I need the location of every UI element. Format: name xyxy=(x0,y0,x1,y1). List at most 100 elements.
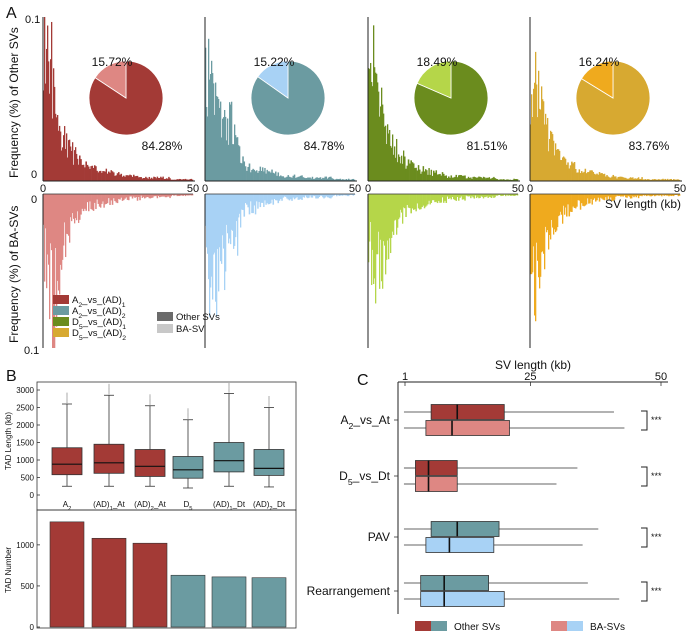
text-part: 2 xyxy=(349,421,354,431)
other-sv-bar xyxy=(315,177,317,181)
ba-sv-bar xyxy=(58,194,60,291)
other-sv-bar xyxy=(674,179,676,181)
ba-sv-bar xyxy=(670,194,673,197)
legend-label-4: D5_vs_(AD)2 xyxy=(72,328,126,342)
pie-label-ba: 15.22% xyxy=(254,55,295,69)
other-sv-bar xyxy=(652,179,655,181)
ba-sv-bar xyxy=(530,194,532,275)
ba-sv-bar xyxy=(607,194,610,197)
other-sv-bar xyxy=(398,154,400,181)
ba-sv-bar xyxy=(187,194,189,196)
ba-sv-bar xyxy=(342,194,344,196)
ba-sv-bar xyxy=(611,194,613,201)
ba-sv-bar xyxy=(610,194,612,198)
ba-sv-bar xyxy=(52,194,54,348)
other-sv-bar xyxy=(62,147,64,181)
legend-swatch xyxy=(415,621,431,631)
other-sv-bar xyxy=(603,173,606,181)
other-sv-bar xyxy=(281,176,283,181)
ba-sv-bar xyxy=(435,194,438,202)
ba-sv-bar xyxy=(71,194,73,222)
other-sv-bar xyxy=(270,172,272,181)
ba-sv-bar xyxy=(102,194,104,202)
outlier-point xyxy=(149,399,151,401)
ba-sv-bar xyxy=(370,194,372,223)
ba-sv-bar xyxy=(326,194,329,198)
other-sv-bar xyxy=(507,179,509,181)
ba-sv-bar xyxy=(650,194,653,197)
other-sv-bar xyxy=(383,113,385,181)
other-sv-bar xyxy=(79,155,81,181)
ba-sv-bar xyxy=(57,194,59,281)
other-sv-bar xyxy=(114,175,116,181)
other-sv-bar xyxy=(350,179,352,181)
ba-sv-bar xyxy=(468,194,471,197)
text-part: _vs_(AD) xyxy=(82,328,123,339)
other-sv-bar xyxy=(453,177,455,181)
ba-sv-bar xyxy=(645,194,648,197)
other-sv-bar xyxy=(271,169,273,181)
ba-sv-bar xyxy=(623,194,626,196)
ba-sv-bar xyxy=(185,194,188,196)
ba-sv-bar xyxy=(538,194,540,278)
ba-sv-bar xyxy=(616,194,618,196)
other-sv-bar xyxy=(48,61,50,181)
iqr-box xyxy=(134,449,166,477)
other-sv-bar xyxy=(500,179,502,181)
other-sv-bar xyxy=(131,176,134,181)
ba-sv-bar xyxy=(399,194,401,218)
ba-sv-bar xyxy=(307,194,309,199)
ba-sv-bar xyxy=(68,194,70,236)
ba-sv-bar xyxy=(566,194,568,217)
other-sv-bar xyxy=(623,177,626,181)
ba-sv-bar xyxy=(60,194,62,265)
other-sv-bar xyxy=(316,177,318,181)
other-sv-bar xyxy=(81,164,84,181)
other-sv-bar xyxy=(643,179,646,181)
ba-sv-bar xyxy=(372,194,374,250)
other-sv-bar xyxy=(190,178,193,181)
ba-sv-bar xyxy=(162,194,164,197)
ba-sv-bar xyxy=(118,194,120,199)
other-sv-bar xyxy=(237,137,239,181)
outlier-point xyxy=(149,394,151,396)
outlier-point xyxy=(66,398,68,401)
other-sv-bar xyxy=(318,177,321,181)
other-sv-bar xyxy=(349,179,351,181)
ba-sv-bar xyxy=(400,194,402,210)
c-group-1: A2_vs_At *** xyxy=(341,404,662,436)
ba-sv-bar xyxy=(311,194,314,198)
other-sv-bar xyxy=(650,179,653,181)
other-sv-bar xyxy=(411,162,414,181)
other-sv-bar xyxy=(102,171,104,181)
ba-sv-bar xyxy=(532,194,534,273)
other-sv-bar xyxy=(479,176,481,181)
significance-bracket xyxy=(641,581,648,602)
ba-sv-bar xyxy=(387,194,389,241)
other-sv-bar xyxy=(410,160,412,181)
ba-sv-bar xyxy=(499,194,501,195)
ba-sv-bar xyxy=(167,194,169,197)
box-category-label: (AD)1_Dt xyxy=(213,500,246,512)
other-sv-bar xyxy=(556,149,558,181)
ba-sv-bar xyxy=(256,194,258,202)
other-sv-bar xyxy=(231,101,233,181)
pie-label-other: 81.51% xyxy=(467,139,508,153)
text-part: D xyxy=(339,469,348,483)
c-x-tick-label: 25 xyxy=(524,371,536,383)
ba-sv-bar xyxy=(678,194,681,196)
ba-sv-bar xyxy=(512,194,514,196)
ba-sv-bar xyxy=(241,194,243,210)
ba-sv-bar xyxy=(637,194,640,199)
text-part: Rearrangement xyxy=(307,584,391,598)
outlier-point xyxy=(108,390,110,392)
other-sv-bar xyxy=(492,177,494,181)
other-sv-bar xyxy=(280,175,282,181)
other-sv-bar xyxy=(497,179,500,181)
other-sv-bar xyxy=(657,179,659,181)
ba-sv-bar xyxy=(576,194,578,207)
outlier-point xyxy=(268,401,270,403)
other-sv-bar xyxy=(393,154,395,181)
